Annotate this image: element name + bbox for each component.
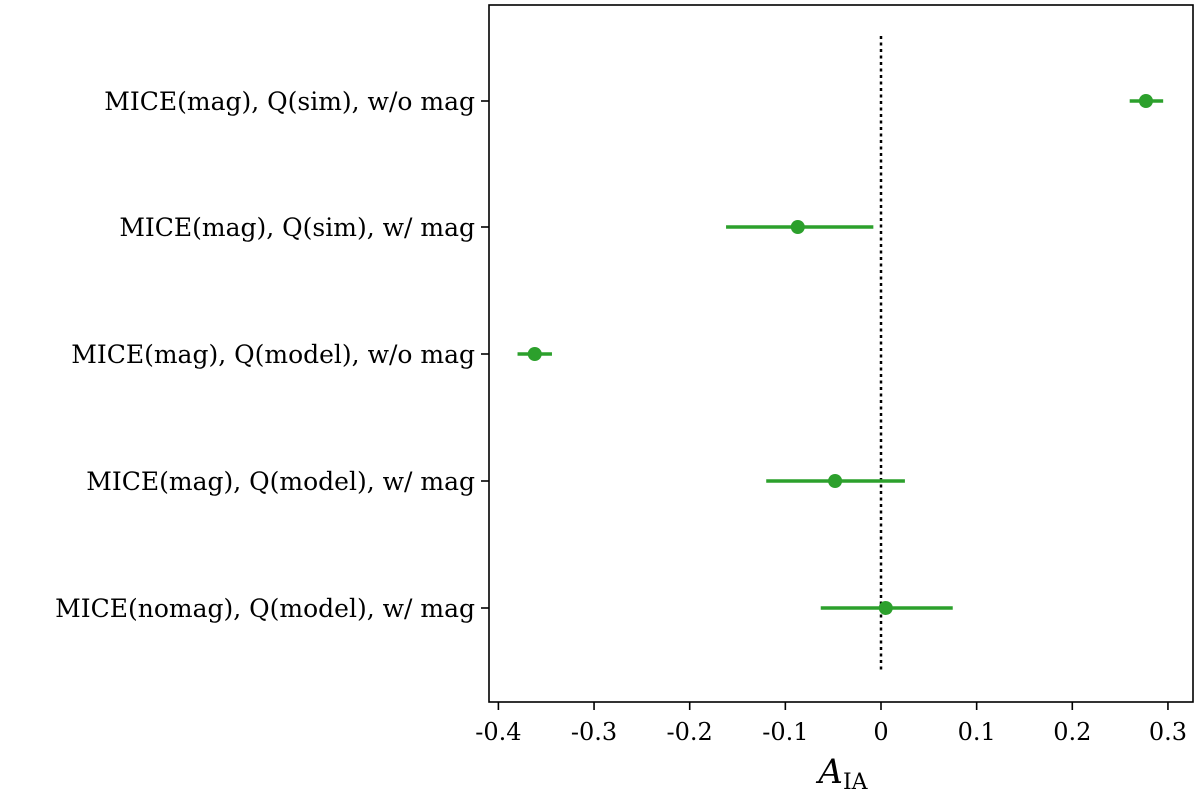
plot-frame — [488, 4, 1194, 703]
data-point-marker — [828, 474, 843, 488]
x-axis-label-base: A — [815, 752, 843, 792]
x-tick-label: 0.3 — [1149, 718, 1187, 746]
data-point-marker — [527, 347, 542, 361]
category-label: MICE(mag), Q(sim), w/ mag — [119, 213, 475, 242]
category-label: MICE(mag), Q(sim), w/o mag — [104, 87, 475, 116]
data-point-group — [766, 474, 905, 488]
x-axis-label-subscript: IA — [843, 770, 869, 794]
x-tick-label: 0.2 — [1053, 718, 1091, 746]
category-label: MICE(mag), Q(model), w/ mag — [86, 467, 475, 496]
data-point-marker — [790, 220, 805, 234]
x-tick-label: 0 — [873, 718, 888, 746]
x-tick-label: -0.3 — [571, 718, 617, 746]
data-point-marker — [1138, 94, 1153, 108]
x-tick-label: -0.1 — [762, 718, 808, 746]
data-point-group — [820, 601, 953, 615]
x-tick-label: 0.1 — [958, 718, 996, 746]
category-label: MICE(mag), Q(model), w/o mag — [71, 340, 475, 369]
x-tick-label: -0.4 — [475, 718, 521, 746]
data-point-group — [1129, 94, 1164, 108]
category-label: MICE(nomag), Q(model), w/ mag — [55, 594, 475, 623]
data-point-group — [517, 347, 552, 361]
x-axis-label: AIA — [815, 752, 868, 794]
data-point-group — [726, 220, 874, 234]
x-tick-label: -0.2 — [667, 718, 713, 746]
data-point-marker — [878, 601, 893, 615]
